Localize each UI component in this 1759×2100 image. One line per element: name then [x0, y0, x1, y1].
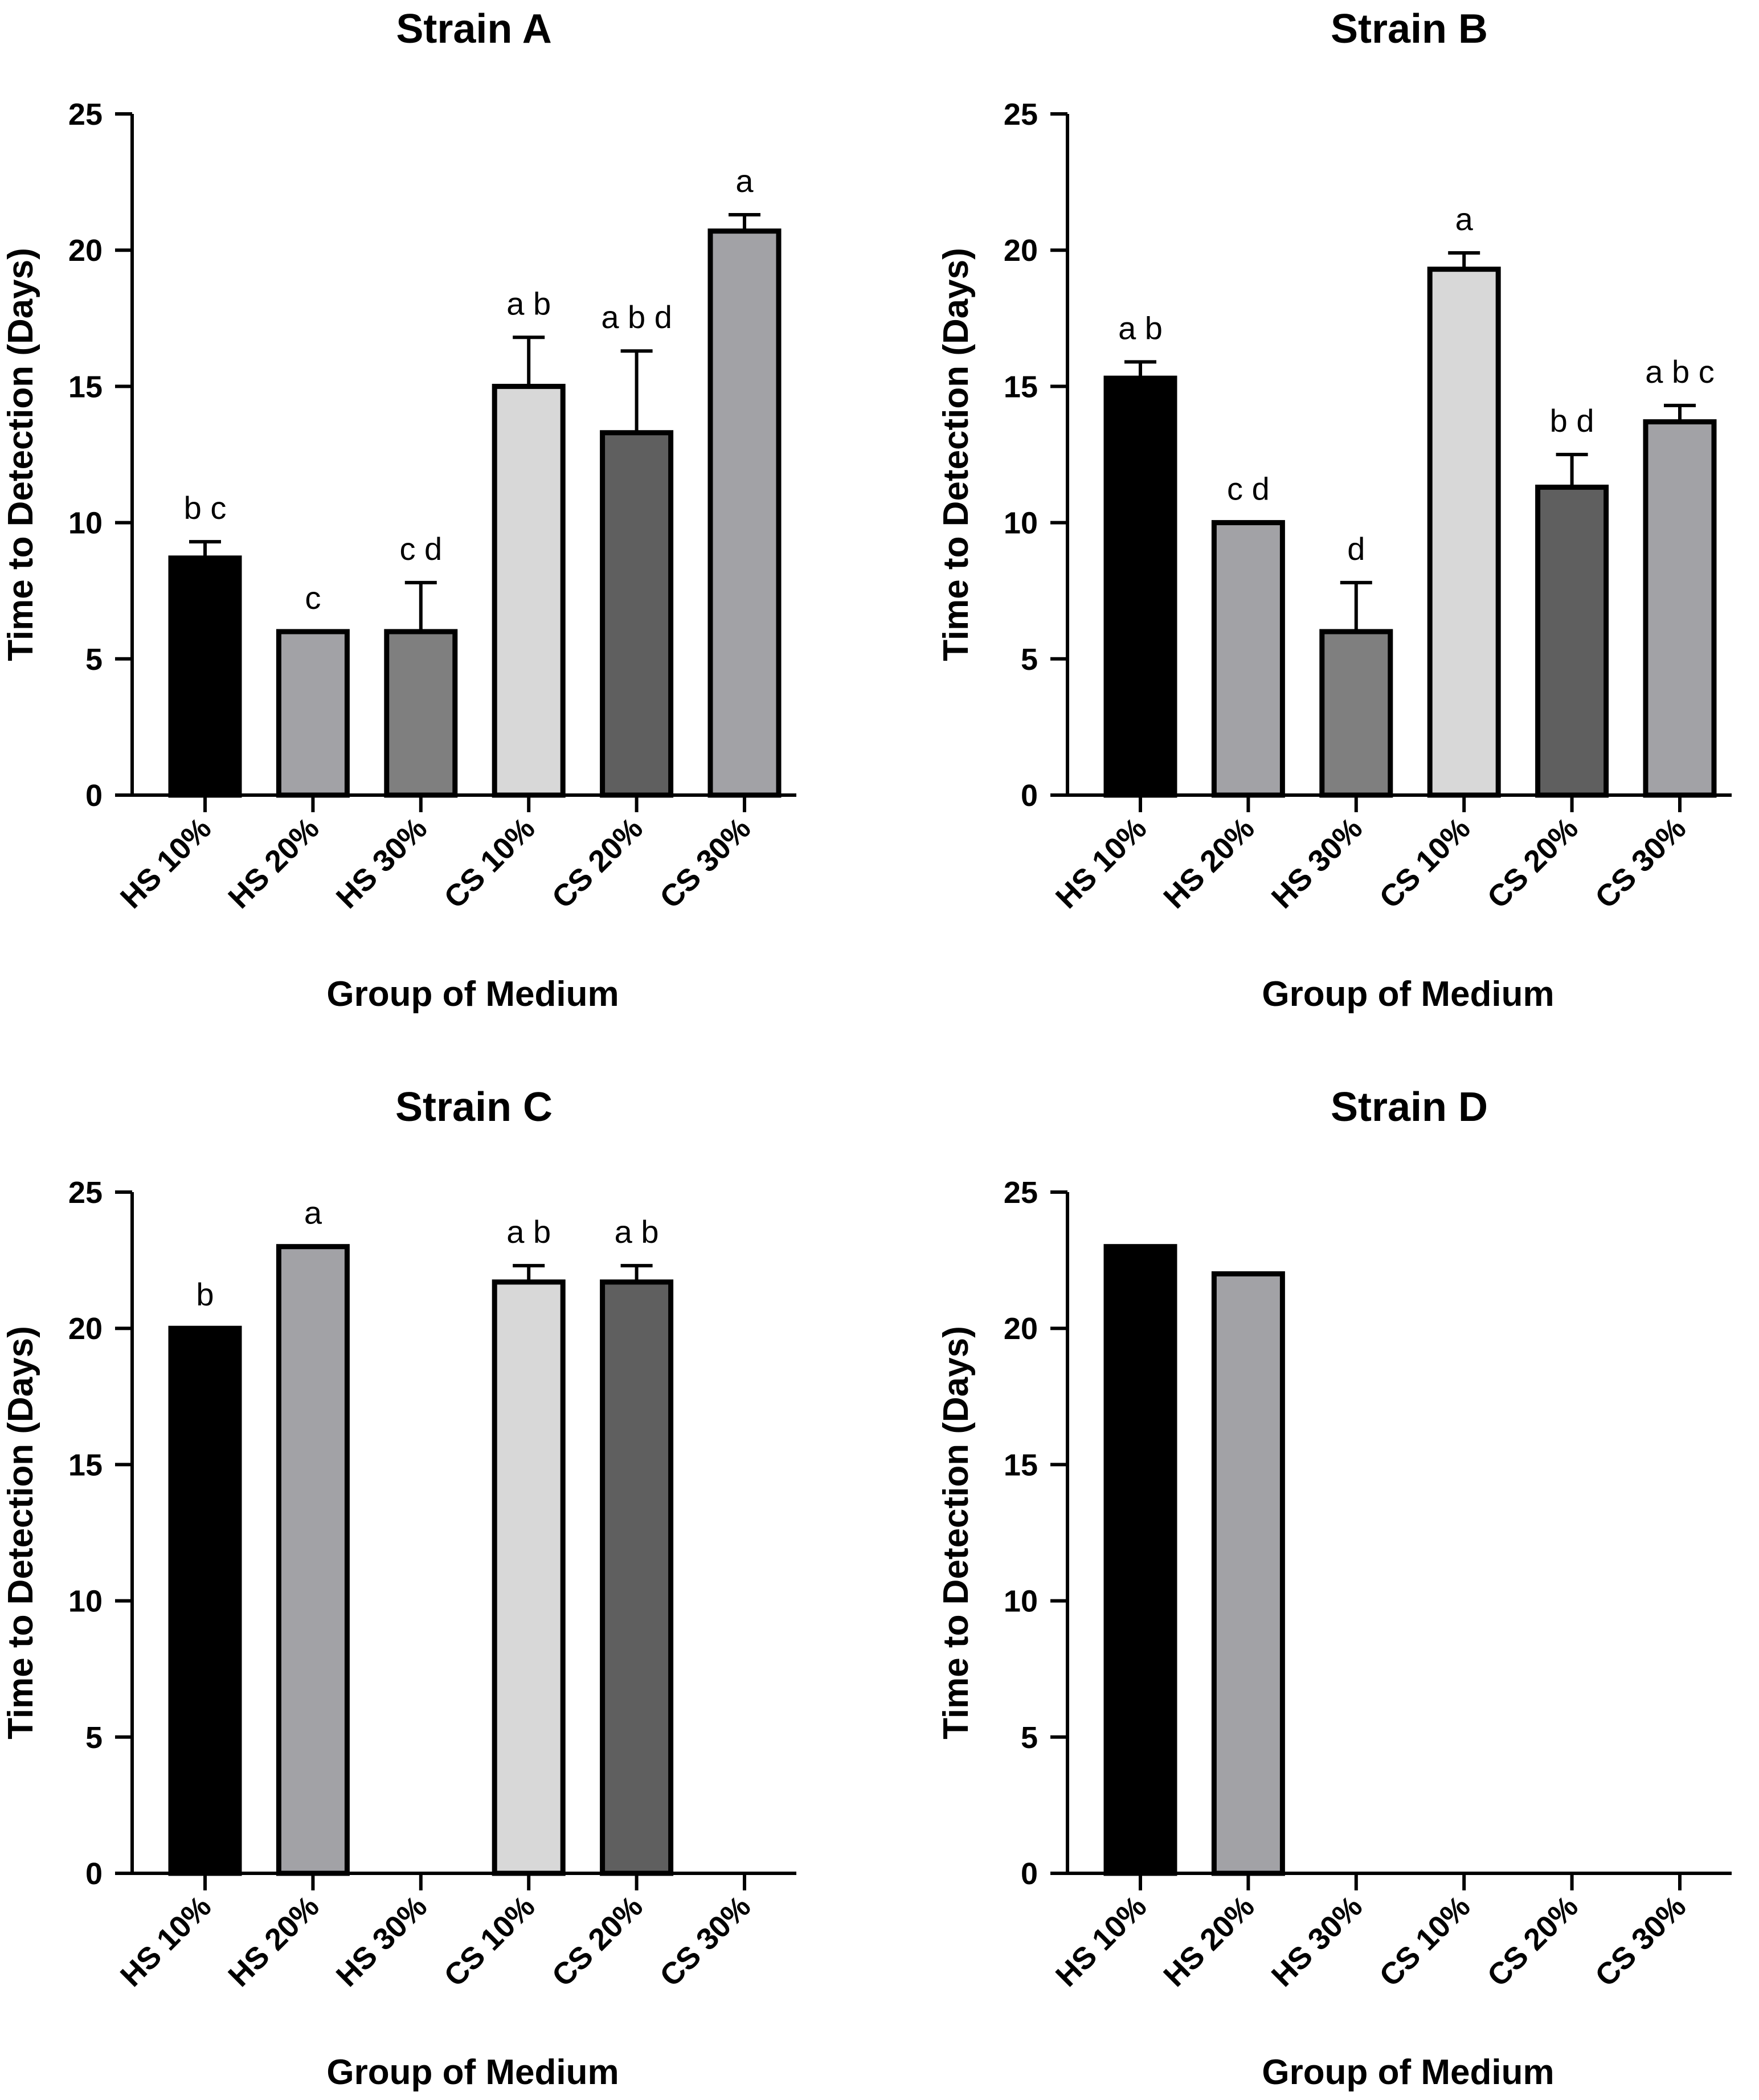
panel3-xtick-label: CS 20%	[546, 1889, 650, 1993]
panel1-significance-letter: c	[305, 580, 321, 616]
panel4-xtick-label: CS 30%	[1589, 1889, 1693, 1993]
panel3-bar	[168, 1325, 242, 1876]
panel2-bar	[1427, 267, 1501, 798]
panel1-ytick-label: 10	[68, 506, 103, 541]
panel3-ytick-label: 10	[68, 1585, 103, 1619]
panel3-ytick-label: 0	[85, 1857, 103, 1891]
panel4-bar	[1103, 1244, 1177, 1876]
panel2-bar	[1319, 629, 1393, 798]
panel3-x-axis-label: Group of Medium	[326, 2053, 619, 2092]
panel4-xtick-label: HS 10%	[1049, 1889, 1153, 1993]
panel1-bar	[600, 430, 674, 798]
panel1-bar	[492, 383, 566, 798]
panel3-significance-letter: b	[196, 1276, 214, 1312]
panel2-significance-letter: a b	[1118, 310, 1163, 346]
panel3-ytick-label: 15	[68, 1448, 103, 1482]
panel2-significance-letter: c d	[1227, 471, 1270, 507]
panel1-significance-letter: a	[735, 163, 754, 199]
panel4-ytick-label: 15	[1004, 1448, 1038, 1482]
panel4-xtick-label: CS 10%	[1373, 1889, 1477, 1993]
panel1-xtick-label: HS 20%	[222, 811, 326, 915]
panel3-ytick-label: 5	[85, 1721, 103, 1755]
panel1-xtick-label: HS 10%	[114, 811, 218, 915]
panel4-ytick-label: 5	[1021, 1721, 1038, 1755]
panel1-ytick-label: 20	[68, 234, 103, 268]
panel3-xtick-label: CS 10%	[437, 1889, 542, 1993]
panel2-ytick-label: 10	[1004, 506, 1038, 541]
panel1-xtick-label: CS 10%	[437, 811, 542, 915]
panel2-bar	[1535, 484, 1609, 798]
panel3-significance-letter: a b	[615, 1214, 659, 1250]
panel4-x-axis-label: Group of Medium	[1262, 2053, 1554, 2092]
panel4-title: Strain D	[1331, 1084, 1488, 1130]
panel1-y-axis-label: Time to Detection (Days)	[1, 248, 40, 661]
panel2-x-axis-label: Group of Medium	[1262, 975, 1554, 1014]
panel3-significance-letter: a b	[506, 1214, 551, 1250]
panel1-bar	[168, 555, 242, 798]
panel4-ytick-label: 0	[1021, 1857, 1038, 1891]
panel2-ytick-label: 15	[1004, 370, 1038, 404]
panel2-ytick-label: 0	[1021, 779, 1038, 813]
panel3-xtick-label: CS 30%	[653, 1889, 758, 1993]
panel4-y-axis-label: Time to Detection (Days)	[936, 1326, 976, 1739]
panel1-title: Strain A	[396, 6, 551, 52]
panel1-ytick-label: 15	[68, 370, 103, 404]
panel2-significance-letter: a b c	[1645, 354, 1714, 390]
panel2-bar	[1643, 419, 1717, 798]
panel3-significance-letter: a	[304, 1195, 322, 1231]
panel4-xtick-label: CS 20%	[1481, 1889, 1585, 1993]
panel1-significance-letter: c d	[399, 531, 442, 567]
panel2-significance-letter: a	[1455, 201, 1474, 237]
panel1-ytick-label: 5	[85, 642, 103, 677]
panel4-xtick-label: HS 30%	[1265, 1889, 1369, 1993]
panel3-xtick-label: HS 20%	[222, 1889, 326, 1993]
panel2-xtick-label: HS 30%	[1265, 811, 1369, 915]
panel2-xtick-label: HS 20%	[1157, 811, 1261, 915]
panel2-xtick-label: CS 30%	[1589, 811, 1693, 915]
panel1-xtick-label: HS 30%	[330, 811, 434, 915]
panel1-ytick-label: 25	[68, 97, 103, 132]
panel2-xtick-label: CS 10%	[1373, 811, 1477, 915]
panel3-title: Strain C	[395, 1084, 553, 1130]
panel2-ytick-label: 25	[1004, 97, 1038, 132]
panel2-significance-letter: b d	[1550, 403, 1594, 439]
panel4-ytick-label: 20	[1004, 1312, 1038, 1346]
panel2-xtick-label: HS 10%	[1049, 811, 1153, 915]
panel2-y-axis-label: Time to Detection (Days)	[936, 248, 976, 661]
panel2-ytick-label: 5	[1021, 642, 1038, 677]
panel1-xtick-label: CS 30%	[653, 811, 758, 915]
panel3-xtick-label: HS 10%	[114, 1889, 218, 1993]
panel2-bar	[1211, 520, 1285, 798]
panel2-significance-letter: d	[1347, 531, 1365, 567]
panel3-bar	[600, 1279, 674, 1876]
panel1-significance-letter: a b	[506, 285, 551, 321]
panel3-bar	[276, 1244, 350, 1876]
panel2-ytick-label: 20	[1004, 234, 1038, 268]
panel4-bar	[1211, 1271, 1285, 1876]
panel4-ytick-label: 25	[1004, 1176, 1038, 1210]
panel3-xtick-label: HS 30%	[330, 1889, 434, 1993]
panel2-title: Strain B	[1331, 6, 1488, 52]
panel1-ytick-label: 0	[85, 779, 103, 813]
panel1-xtick-label: CS 20%	[546, 811, 650, 915]
panel3-ytick-label: 25	[68, 1176, 103, 1210]
panel1-significance-letter: a b d	[601, 299, 672, 335]
panel1-bar	[384, 629, 458, 798]
panel3-y-axis-label: Time to Detection (Days)	[1, 1326, 40, 1739]
panel3-bar	[492, 1279, 566, 1876]
panel1-bar	[276, 629, 350, 798]
panel4-xtick-label: HS 20%	[1157, 1889, 1261, 1993]
panel1-x-axis-label: Group of Medium	[326, 975, 619, 1014]
panel2-bar	[1103, 375, 1177, 798]
panel1-bar	[707, 228, 782, 798]
panel2-xtick-label: CS 20%	[1481, 811, 1585, 915]
panel3-ytick-label: 20	[68, 1312, 103, 1346]
panel4-ytick-label: 10	[1004, 1585, 1038, 1619]
panel1-significance-letter: b c	[184, 490, 227, 526]
